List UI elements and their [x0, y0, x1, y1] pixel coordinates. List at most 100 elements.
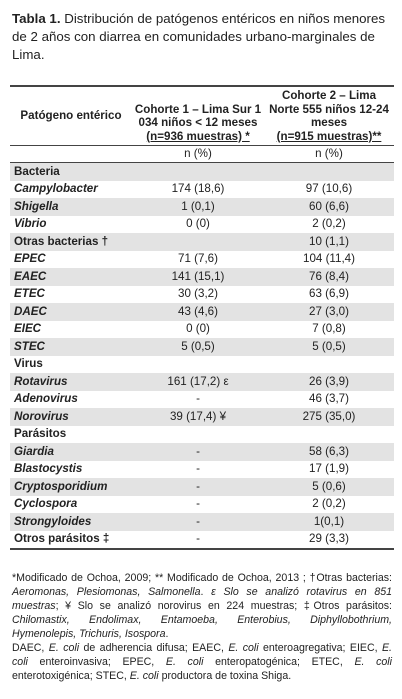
header-text: Cohorte 2 – Lima Norte 555 niños 12-24 m…: [269, 89, 389, 129]
cell: [132, 426, 264, 444]
table-row: Strongyloides -1(0,1): [10, 513, 394, 531]
cell: -: [196, 462, 200, 475]
header-text: (n=915 muestras)**: [276, 129, 382, 143]
pathogen: Shigella: [10, 198, 132, 216]
cell: -: [196, 392, 200, 405]
footnote: *Modificado de Ochoa, 2009; ** Modificad…: [12, 571, 392, 641]
table-row: Otros parásitos ‡ -29 (3,3): [10, 530, 394, 550]
cell: 174 (18,6): [171, 182, 225, 195]
pathogen: Virus: [14, 357, 43, 370]
pathogen: Parásitos: [14, 427, 67, 440]
cell: 58 (6,3): [264, 443, 394, 461]
cell: 0 (0): [186, 217, 210, 230]
cell: [132, 356, 264, 374]
text: enterotoxigénica; STEC,: [12, 670, 130, 682]
cell: [264, 162, 394, 181]
table-row: Adenovirus - 46 (3,7): [10, 391, 394, 409]
cell: 46 (3,7): [309, 392, 349, 405]
unit: n (%): [132, 145, 264, 163]
cell: 5 (0,6): [264, 478, 394, 496]
pathogen: EPEC: [14, 252, 46, 265]
pathogen: ETEC: [14, 287, 45, 300]
table-row: Vibrio 0 (0) 2 (0,2): [10, 216, 394, 234]
cell: 2 (0,2): [312, 217, 346, 230]
cell: 104 (11,4): [303, 252, 355, 265]
pathogen: Otras bacterias †: [10, 233, 132, 251]
table-row: Parásitos: [10, 426, 394, 444]
table-row: EIEC 0 (0) 7 (0,8): [10, 321, 394, 339]
text: E. coli: [354, 656, 392, 668]
table-row: Rotavirus 161 (17,2) ε 26 (3,9): [10, 373, 394, 391]
cell: [132, 233, 264, 251]
header-text: Cohorte 1 – Lima Sur 1 034 niños < 12 me…: [134, 102, 262, 130]
text: .: [200, 586, 212, 598]
cell: 161 (17,2) ε: [132, 373, 264, 391]
cell: 141 (15,1): [132, 268, 264, 286]
cell: 5 (0,5): [264, 338, 394, 356]
text: Chilomastix, Endolimax, Entamoeba, Enter…: [12, 614, 392, 640]
pathogen: EAEC: [10, 268, 132, 286]
cell: 275 (35,0): [264, 408, 394, 426]
pathogen: Strongyloides: [10, 513, 132, 531]
text: de adherencia difusa; EAEC,: [79, 642, 229, 654]
cell: 7 (0,8): [312, 322, 346, 335]
cell: [264, 356, 394, 374]
table-row: Giardia -58 (6,3): [10, 443, 394, 461]
table-row: Norovirus 39 (17,4) ¥275 (35,0): [10, 408, 394, 426]
text: E. coli: [165, 656, 204, 668]
pathogen: Rotavirus: [10, 373, 132, 391]
text: E. coli: [228, 642, 259, 654]
header-cell: Patógeno entérico: [10, 85, 132, 146]
text: Aeromonas, Plesiomonas, Salmonella: [12, 586, 201, 598]
cell: 76 (8,4): [264, 268, 394, 286]
header-cell: Cohorte 2 – Lima Norte 555 niños 12-24 m…: [264, 85, 394, 146]
cell: 10 (1,1): [264, 233, 394, 251]
pathogen: STEC: [10, 338, 132, 356]
cell: -: [132, 530, 264, 550]
pathogen: Cryptosporidium: [10, 478, 132, 496]
table-row: STEC 5 (0,5) 5 (0,5): [10, 338, 394, 356]
title-text: Distribución de patógenos entéricos en n…: [12, 11, 386, 62]
pathogen: EIEC: [14, 322, 42, 335]
header-cell: Cohorte 1 – Lima Sur 1 034 niños < 12 me…: [132, 85, 264, 146]
pathogen: Otros parásitos ‡: [10, 530, 132, 550]
header-text: (n=936 muestras) *: [146, 129, 250, 143]
pathogen: Blastocystis: [14, 462, 83, 475]
cell: 27 (3,0): [264, 303, 394, 321]
text: E. coli: [48, 642, 80, 654]
text: .: [165, 628, 169, 640]
pathogen: DAEC: [10, 303, 132, 321]
text: productora de toxina Shiga.: [158, 670, 292, 682]
text: enteroinvasiva; EPEC,: [27, 656, 166, 668]
cell: 1 (0,1): [132, 198, 264, 216]
cell: -: [132, 478, 264, 496]
pathogen: Vibrio: [14, 217, 47, 230]
title: Tabla 1. Distribución de patógenos entér…: [12, 10, 394, 64]
table-row: Bacteria: [10, 162, 394, 181]
table-row: Otras bacterias † 10 (1,1): [10, 233, 394, 251]
table-row: Blastocystis - 17 (1,9): [10, 461, 394, 479]
pathogen: Cyclospora: [14, 497, 78, 510]
cell: 29 (3,3): [264, 530, 394, 550]
text: E. coli: [12, 642, 392, 668]
pathogen: Adenovirus: [14, 392, 78, 405]
pathogen: Campylobacter: [14, 182, 98, 195]
table-row: Virus: [10, 356, 394, 374]
cell: 0 (0): [186, 322, 210, 335]
text: ; ¥ Slo se analizó norovirus en 224 mues…: [55, 600, 392, 612]
cell: 60 (6,6): [264, 198, 394, 216]
cell: 5 (0,5): [132, 338, 264, 356]
cell: -: [196, 497, 200, 510]
text: *Modificado de Ochoa, 2009; ** Modificad…: [12, 572, 392, 584]
footnote: DAEC, E. coli de adherencia difusa; EAEC…: [12, 641, 392, 683]
table-row: EPEC 71 (7,6) 104 (11,4): [10, 251, 394, 269]
cell: 71 (7,6): [178, 252, 218, 265]
pathogen: Norovirus: [10, 408, 132, 426]
cell: 63 (6,9): [309, 287, 349, 300]
cell: -: [132, 513, 264, 531]
table-row: EAEC 141 (15,1) 76 (8,4): [10, 268, 394, 286]
text: E. coli: [129, 670, 159, 682]
cell: 1(0,1): [264, 513, 394, 531]
footnotes: *Modificado de Ochoa, 2009; ** Modificad…: [12, 571, 392, 683]
